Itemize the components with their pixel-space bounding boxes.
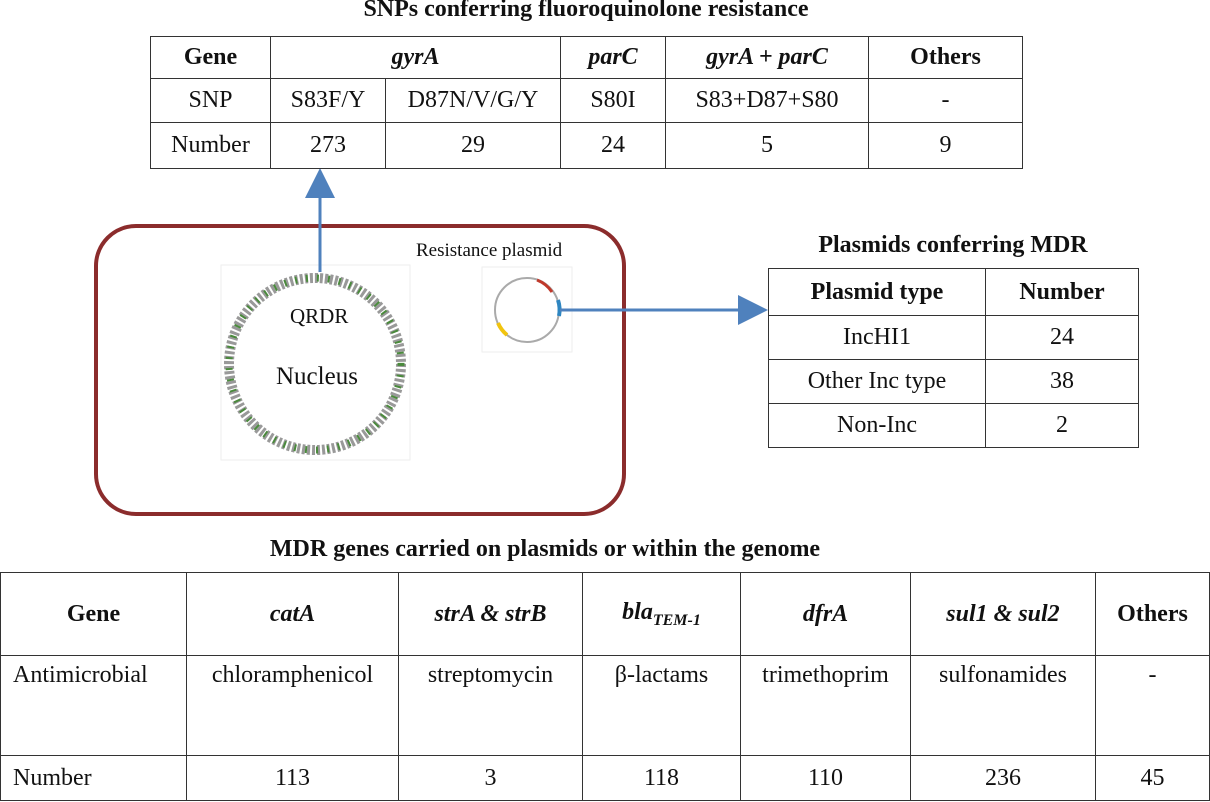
plasmid-label: Resistance plasmid (416, 240, 563, 261)
snp-title: SNPs conferring fluoroquinolone resistan… (363, 0, 809, 22)
plasmid-table: Plasmid type Number IncHI1 24 Other Inc t… (768, 268, 1139, 448)
table-cell: Other Inc type (768, 359, 986, 404)
header-cell: strA & strB (398, 572, 583, 656)
table-cell: 24 (560, 122, 666, 169)
table-cell: 5 (665, 122, 869, 169)
snp-table: Gene gyrA parC gyrA + parC Others SNP S83… (150, 36, 1023, 169)
header-cell: parC (560, 36, 666, 79)
header-cell: Plasmid type (768, 268, 986, 316)
table-cell: S80I (560, 78, 666, 123)
header-cell: Others (868, 36, 1023, 79)
table-cell: 118 (582, 755, 741, 801)
table-cell: streptomycin (398, 655, 583, 756)
table-cell: Antimicrobial (0, 655, 187, 756)
table-cell: Number (0, 755, 187, 801)
table-cell: IncHI1 (768, 315, 986, 360)
header-cell: dfrA (740, 572, 911, 656)
plasmid-image (481, 266, 573, 353)
table-cell: 38 (985, 359, 1139, 404)
table-cell: 2 (985, 403, 1139, 448)
header-cell: blaTEM-1 (582, 572, 741, 656)
table-cell: 273 (270, 122, 386, 169)
header-cell: Number (985, 268, 1139, 316)
table-cell: Number (150, 122, 271, 169)
qrdr-label: QRDR (290, 304, 349, 328)
plasmid-gene-red (536, 278, 554, 293)
table-cell: 24 (985, 315, 1139, 360)
table-cell: D87N/V/G/Y (385, 78, 561, 123)
mdr-table: Gene catA strA & strB blaTEM-1 dfrA sul1… (0, 572, 1210, 801)
header-cell: Others (1095, 572, 1210, 656)
cell-outline (94, 224, 626, 516)
header-cell: sul1 & sul2 (910, 572, 1096, 656)
table-cell: chloramphenicol (186, 655, 399, 756)
table-cell: 113 (186, 755, 399, 801)
gene-subscript: TEM-1 (652, 611, 701, 629)
plasmid-title: Plasmids conferring MDR (818, 232, 1088, 258)
table-cell: 3 (398, 755, 583, 801)
table-cell: 9 (868, 122, 1023, 169)
header-cell: Gene (0, 572, 187, 656)
table-cell: Non-Inc (768, 403, 986, 448)
table-cell: - (868, 78, 1023, 123)
table-cell: S83+D87+S80 (665, 78, 869, 123)
nucleus-label: Nucleus (276, 363, 358, 390)
table-cell: trimethoprim (740, 655, 911, 756)
table-cell: - (1095, 655, 1210, 756)
table-cell: 110 (740, 755, 911, 801)
table-cell: 45 (1095, 755, 1210, 801)
header-cell: gyrA + parC (665, 36, 869, 79)
table-cell: SNP (150, 78, 271, 123)
mdr-title: MDR genes carried on plasmids or within … (269, 536, 821, 562)
table-cell: β-lactams (582, 655, 741, 756)
header-cell: Gene (150, 36, 271, 79)
dna-ring-accent (225, 274, 405, 454)
table-cell: 29 (385, 122, 561, 169)
plasmid-gene-yellow (496, 322, 509, 337)
gene-name: bla (622, 598, 653, 625)
table-cell: 236 (910, 755, 1096, 801)
header-cell: gyrA (270, 36, 561, 79)
header-cell: catA (186, 572, 399, 656)
table-cell: S83F/Y (270, 78, 386, 123)
table-cell: sulfonamides (910, 655, 1096, 756)
plasmid-gene-blue (556, 299, 562, 317)
